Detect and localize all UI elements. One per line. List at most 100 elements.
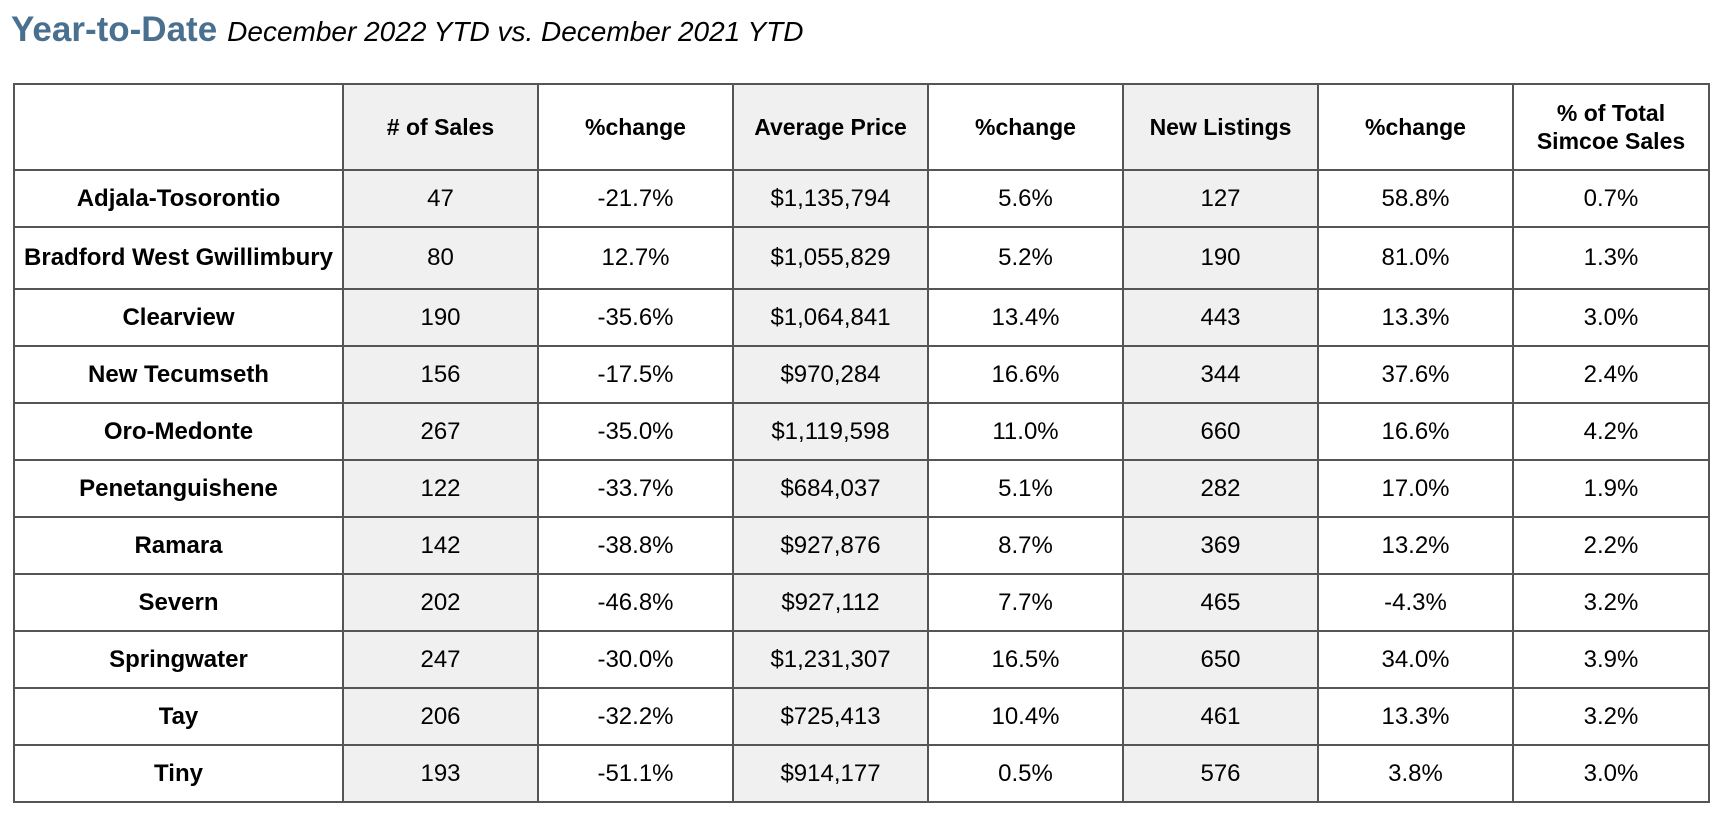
cell-new-listings: 576 [1122,744,1319,803]
cell-sales-change: -35.6% [537,288,734,347]
cell-pct-total: 3.9% [1512,630,1710,689]
table-row: Bradford West Gwillimbury 80 12.7% $1,055,8… [13,226,1710,290]
cell-municipality: Oro-Medonte [13,402,344,461]
cell-new-listings: 282 [1122,459,1319,518]
column-header-sales: # of Sales [342,83,539,171]
cell-price-change: 0.5% [927,744,1124,803]
table-row: Ramara 142 -38.8% $927,876 8.7% 369 13.2% 2.2% [13,516,1710,575]
column-header-price-change: %change [927,83,1124,171]
cell-price-change: 7.7% [927,573,1124,632]
cell-pct-total: 3.2% [1512,573,1710,632]
cell-sales: 122 [342,459,539,518]
cell-sales-change: -30.0% [537,630,734,689]
cell-sales: 247 [342,630,539,689]
cell-municipality: Ramara [13,516,344,575]
cell-average-price: $1,064,841 [732,288,929,347]
cell-sales-change: -51.1% [537,744,734,803]
table-row: Oro-Medonte 267 -35.0% $1,119,598 11.0% 660 16… [13,402,1710,461]
cell-average-price: $914,177 [732,744,929,803]
cell-pct-total: 2.2% [1512,516,1710,575]
cell-municipality: Penetanguishene [13,459,344,518]
cell-sales-change: -46.8% [537,573,734,632]
cell-municipality: New Tecumseth [13,345,344,404]
cell-listings-change: 37.6% [1317,345,1514,404]
cell-pct-total: 0.7% [1512,169,1710,228]
cell-listings-change: 81.0% [1317,226,1514,290]
cell-new-listings: 344 [1122,345,1319,404]
table-body: Adjala-Tosorontio 47 -21.7% $1,135,794 5.6% 1… [13,169,1710,803]
cell-price-change: 13.4% [927,288,1124,347]
cell-average-price: $1,231,307 [732,630,929,689]
cell-pct-total: 1.9% [1512,459,1710,518]
cell-new-listings: 461 [1122,687,1319,746]
page-subtitle: December 2022 YTD vs. December 2021 YTD [227,16,804,47]
cell-sales-change: -17.5% [537,345,734,404]
cell-average-price: $1,055,829 [732,226,929,290]
cell-sales: 193 [342,744,539,803]
cell-municipality: Tay [13,687,344,746]
column-header-listings-change: %change [1317,83,1514,171]
cell-pct-total: 3.0% [1512,744,1710,803]
cell-price-change: 16.6% [927,345,1124,404]
cell-new-listings: 190 [1122,226,1319,290]
table-row: Severn 202 -46.8% $927,112 7.7% 465 -4.3% 3.2% [13,573,1710,632]
cell-listings-change: 13.3% [1317,288,1514,347]
cell-average-price: $970,284 [732,345,929,404]
cell-listings-change: 58.8% [1317,169,1514,228]
cell-new-listings: 650 [1122,630,1319,689]
cell-average-price: $1,119,598 [732,402,929,461]
cell-sales: 190 [342,288,539,347]
cell-new-listings: 660 [1122,402,1319,461]
cell-sales: 47 [342,169,539,228]
table-row: New Tecumseth 156 -17.5% $970,284 16.6% 344 37… [13,345,1710,404]
cell-sales: 142 [342,516,539,575]
cell-listings-change: 16.6% [1317,402,1514,461]
cell-price-change: 16.5% [927,630,1124,689]
cell-municipality: Severn [13,573,344,632]
ytd-sales-table: # of Sales %change Average Price %change… [13,83,1710,803]
cell-sales: 156 [342,345,539,404]
table-row: Adjala-Tosorontio 47 -21.7% $1,135,794 5.6% 1… [13,169,1710,228]
cell-listings-change: 13.3% [1317,687,1514,746]
cell-sales-change: 12.7% [537,226,734,290]
column-header-new-listings: New Listings [1122,83,1319,171]
table-row: Tiny 193 -51.1% $914,177 0.5% 576 3.8% 3.0% [13,744,1710,803]
cell-average-price: $927,112 [732,573,929,632]
cell-sales-change: -32.2% [537,687,734,746]
cell-pct-total: 3.2% [1512,687,1710,746]
cell-pct-total: 3.0% [1512,288,1710,347]
cell-listings-change: 17.0% [1317,459,1514,518]
page-header: Year-to-Date December 2022 YTD vs. Decemb… [11,10,804,60]
cell-new-listings: 127 [1122,169,1319,228]
table-row: Clearview 190 -35.6% $1,064,841 13.4% 443 13.3… [13,288,1710,347]
column-header-sales-change: %change [537,83,734,171]
cell-price-change: 10.4% [927,687,1124,746]
cell-municipality: Clearview [13,288,344,347]
cell-sales-change: -21.7% [537,169,734,228]
cell-sales-change: -38.8% [537,516,734,575]
cell-new-listings: 369 [1122,516,1319,575]
cell-average-price: $725,413 [732,687,929,746]
column-header-pct-total: % of Total Simcoe Sales [1512,83,1710,171]
cell-sales: 206 [342,687,539,746]
cell-listings-change: 34.0% [1317,630,1514,689]
cell-sales-change: -35.0% [537,402,734,461]
cell-price-change: 5.6% [927,169,1124,228]
column-header-average-price: Average Price [732,83,929,171]
table-row: Tay 206 -32.2% $725,413 10.4% 461 13.3% 3.2% [13,687,1710,746]
cell-pct-total: 2.4% [1512,345,1710,404]
cell-municipality: Adjala-Tosorontio [13,169,344,228]
cell-listings-change: -4.3% [1317,573,1514,632]
cell-sales: 267 [342,402,539,461]
table-row: Penetanguishene 122 -33.7% $684,037 5.1% 282 1… [13,459,1710,518]
cell-sales: 202 [342,573,539,632]
cell-sales: 80 [342,226,539,290]
page-title: Year-to-Date [11,10,218,49]
column-header-municipality [13,83,344,171]
cell-municipality: Springwater [13,630,344,689]
cell-average-price: $927,876 [732,516,929,575]
cell-listings-change: 3.8% [1317,744,1514,803]
table-row: Springwater 247 -30.0% $1,231,307 16.5% 650 34… [13,630,1710,689]
cell-price-change: 5.1% [927,459,1124,518]
cell-price-change: 8.7% [927,516,1124,575]
